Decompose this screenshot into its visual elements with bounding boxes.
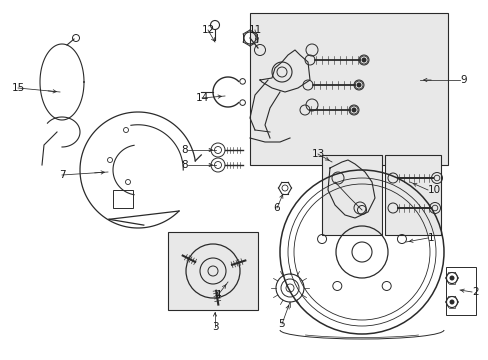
Circle shape bbox=[448, 275, 453, 280]
Text: 1: 1 bbox=[427, 233, 434, 243]
Text: 7: 7 bbox=[59, 170, 65, 180]
Bar bbox=[249, 13, 447, 165]
Text: 15: 15 bbox=[11, 83, 24, 93]
Bar bbox=[445, 267, 475, 315]
Bar bbox=[168, 232, 258, 310]
Text: 2: 2 bbox=[471, 287, 478, 297]
Text: 9: 9 bbox=[459, 75, 466, 85]
Circle shape bbox=[361, 58, 366, 63]
Text: 11: 11 bbox=[248, 25, 261, 35]
Text: 13: 13 bbox=[311, 149, 324, 159]
Bar bbox=[384, 155, 440, 235]
Text: 8: 8 bbox=[181, 145, 187, 155]
Text: 5: 5 bbox=[278, 319, 285, 329]
Text: 10: 10 bbox=[427, 185, 440, 195]
Text: 14: 14 bbox=[195, 93, 208, 103]
Bar bbox=[321, 155, 381, 235]
Text: 8: 8 bbox=[181, 160, 187, 170]
Bar bbox=[113, 190, 133, 208]
Text: 4: 4 bbox=[214, 290, 221, 300]
Circle shape bbox=[351, 108, 356, 112]
Text: 6: 6 bbox=[273, 203, 280, 213]
Text: 3: 3 bbox=[211, 322, 218, 332]
Circle shape bbox=[448, 300, 453, 305]
Circle shape bbox=[356, 82, 361, 87]
Text: 12: 12 bbox=[201, 25, 214, 35]
